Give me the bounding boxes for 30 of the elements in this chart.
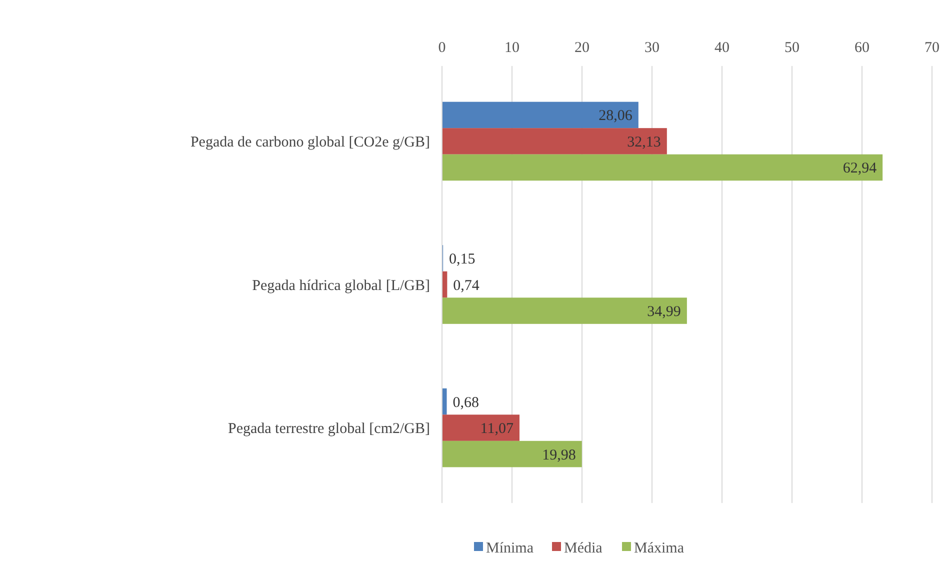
bar <box>442 388 447 415</box>
data-label: 19,98 <box>542 447 576 464</box>
legend-label: Mínima <box>486 540 534 556</box>
x-tick-label: 40 <box>714 40 730 56</box>
x-tick-label: 60 <box>854 40 870 56</box>
x-tick-label: 0 <box>438 40 446 56</box>
x-tick-label: 70 <box>924 40 940 56</box>
legend-label: Média <box>564 540 603 556</box>
data-label: 0,15 <box>449 251 476 268</box>
y-tick-label: Pegada hídrica global [L/GB] <box>252 278 430 294</box>
bar <box>442 414 520 441</box>
bar <box>442 128 667 154</box>
data-label: 0,68 <box>452 394 480 411</box>
x-tick-label: 20 <box>574 40 590 56</box>
x-tick-label: 30 <box>644 40 660 56</box>
bar <box>442 102 638 128</box>
data-label: 11,07 <box>480 421 514 438</box>
y-tick-label: Pegada de carbono global [CO2e g/GB] <box>190 134 430 150</box>
x-tick-label: 50 <box>784 40 800 56</box>
legend-label: Máxima <box>634 540 684 556</box>
bar <box>442 154 883 181</box>
y-tick-label: Pegada terrestre global [cm2/GB] <box>228 421 430 438</box>
data-label: 0,74 <box>453 278 480 294</box>
bar <box>442 298 687 324</box>
data-label: 32,13 <box>627 134 661 150</box>
bar <box>442 440 582 468</box>
data-label: 34,99 <box>647 304 681 320</box>
data-label: 62,94 <box>842 160 878 177</box>
x-tick-label: 10 <box>504 40 520 56</box>
data-label: 28,06 <box>598 108 633 124</box>
